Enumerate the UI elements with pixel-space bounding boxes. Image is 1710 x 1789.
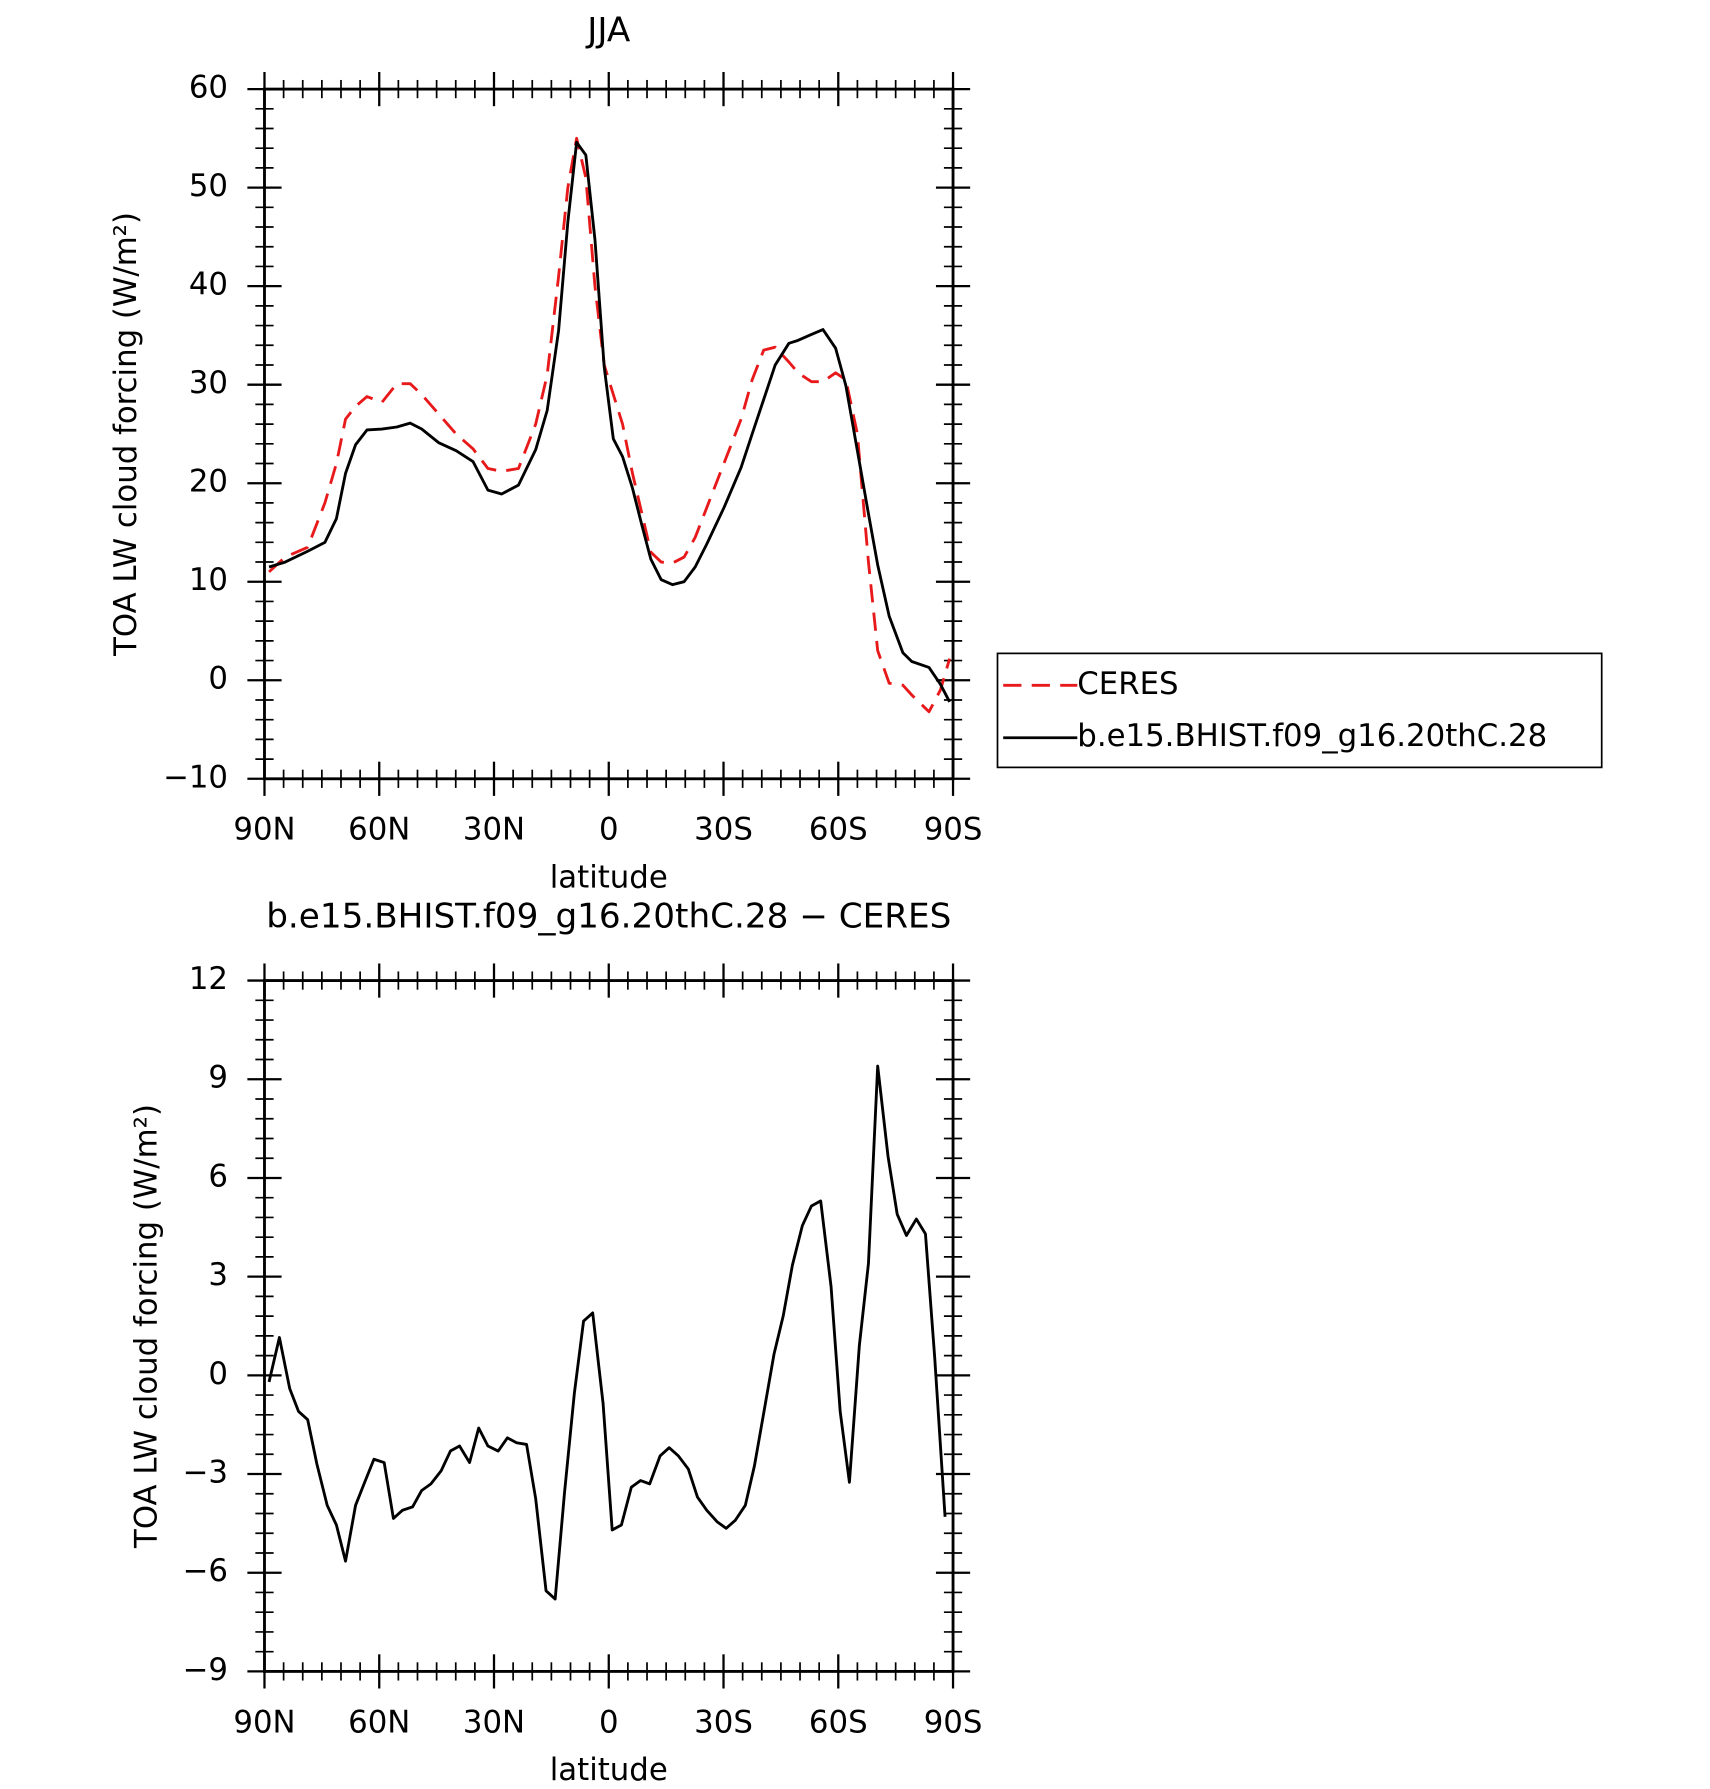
x-tick-label: 30S xyxy=(694,1704,753,1740)
y-tick-label: 0 xyxy=(208,1356,228,1392)
y-tick-label: −10 xyxy=(163,759,228,795)
data-line xyxy=(268,140,951,703)
y-tick-label: 12 xyxy=(189,961,228,997)
y-tick-label: −6 xyxy=(183,1553,228,1589)
y-tick-label: 9 xyxy=(208,1060,228,1096)
y-axis-label: TOA LW cloud forcing (W/m²) xyxy=(108,212,144,657)
x-tick-label: 30N xyxy=(463,1704,525,1740)
x-tick-label: 30N xyxy=(463,812,525,848)
y-tick-label: 60 xyxy=(189,70,228,106)
legend-label: b.e15.BHIST.f09_g16.20thC.28 xyxy=(1077,718,1547,754)
x-tick-label: 30S xyxy=(694,812,753,848)
y-tick-label: 10 xyxy=(189,562,228,598)
data-line xyxy=(268,136,951,714)
x-tick-label: 60N xyxy=(348,812,410,848)
chart-title: b.e15.BHIST.f09_g16.20thC.28 − CERES xyxy=(266,896,951,936)
y-tick-label: −9 xyxy=(183,1652,228,1688)
y-tick-label: −3 xyxy=(183,1455,228,1491)
data-line xyxy=(267,1064,947,1601)
legend-label: CERES xyxy=(1077,666,1178,702)
y-tick-label: 20 xyxy=(189,464,228,500)
x-axis-label: latitude xyxy=(550,1752,668,1788)
y-tick-label: 40 xyxy=(189,267,228,303)
plot-frame xyxy=(263,979,955,1673)
x-tick-label: 90N xyxy=(233,1704,295,1740)
chart-title: JJA xyxy=(585,11,631,51)
y-tick-label: 6 xyxy=(208,1158,228,1194)
y-tick-label: 0 xyxy=(208,661,228,697)
x-tick-label: 60S xyxy=(809,812,868,848)
y-tick-label: 30 xyxy=(189,365,228,401)
x-tick-label: 0 xyxy=(599,1704,619,1740)
plot-frame xyxy=(263,87,955,781)
x-tick-label: 90N xyxy=(233,812,295,848)
x-tick-label: 0 xyxy=(599,812,619,848)
y-tick-label: 3 xyxy=(208,1257,228,1293)
x-tick-label: 60N xyxy=(348,1704,410,1740)
legend-box xyxy=(996,652,1603,769)
x-tick-label: 60S xyxy=(809,1704,868,1740)
y-axis-label: TOA LW cloud forcing (W/m²) xyxy=(129,1104,165,1549)
x-tick-label: 90S xyxy=(924,812,983,848)
x-tick-label: 90S xyxy=(924,1704,983,1740)
x-axis-label: latitude xyxy=(550,860,668,896)
y-tick-label: 50 xyxy=(189,168,228,204)
